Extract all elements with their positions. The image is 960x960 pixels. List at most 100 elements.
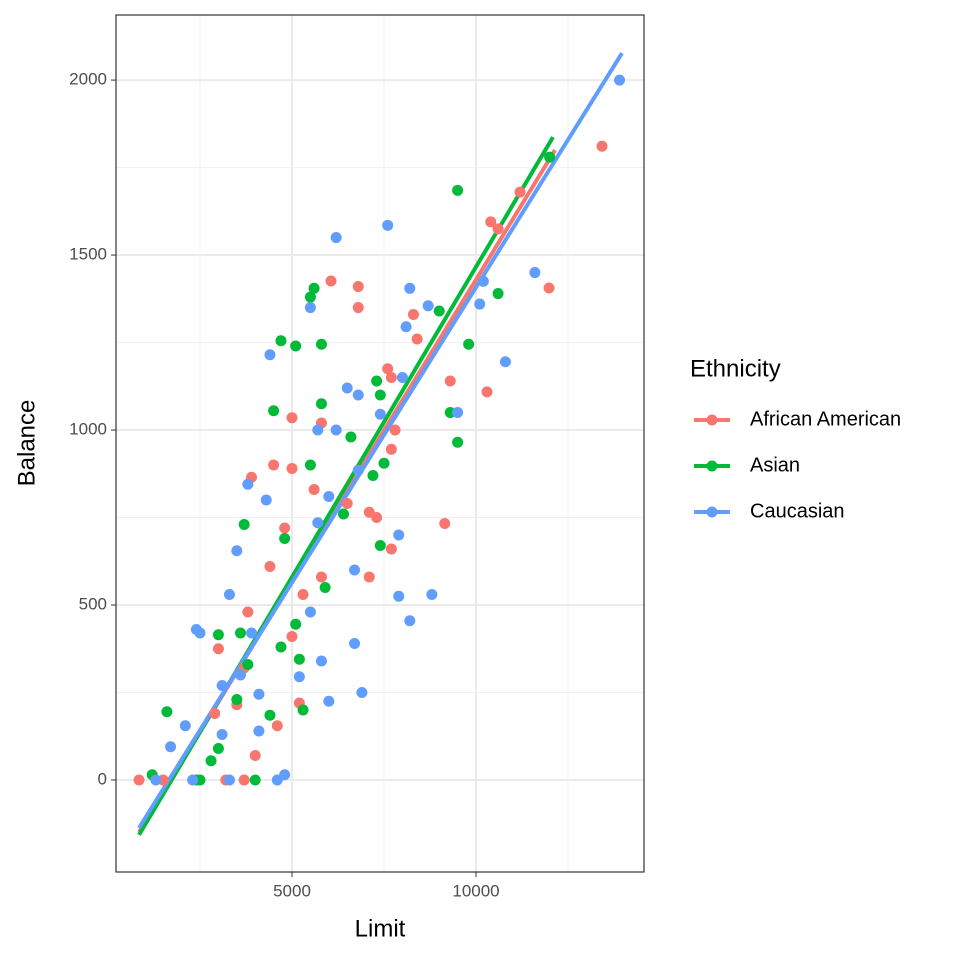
point (356, 686, 368, 698)
point (315, 571, 327, 583)
point (596, 140, 608, 152)
point (330, 232, 342, 244)
point (433, 305, 445, 317)
point (374, 389, 386, 401)
legend-key-point (706, 414, 718, 426)
point (323, 695, 335, 707)
point (338, 508, 350, 520)
point (422, 300, 434, 312)
point (161, 706, 173, 718)
x-axis-title: Limit (355, 915, 406, 942)
point (452, 407, 464, 419)
point (378, 457, 390, 469)
point (315, 338, 327, 350)
point (374, 540, 386, 552)
point (242, 478, 254, 490)
point (212, 629, 224, 641)
point (268, 459, 280, 471)
point (352, 281, 364, 293)
point (385, 543, 397, 555)
point (231, 545, 243, 557)
point (234, 627, 246, 639)
point (396, 372, 408, 384)
point (393, 529, 405, 541)
point (529, 267, 541, 279)
point (216, 679, 228, 691)
point (223, 588, 235, 600)
point (385, 372, 397, 384)
point (234, 669, 246, 681)
point (279, 533, 291, 545)
point (325, 275, 337, 287)
point (341, 498, 353, 510)
point (426, 588, 438, 600)
point (205, 755, 217, 767)
point (407, 309, 419, 321)
legend-title: Ethnicity (690, 355, 781, 382)
point (275, 641, 287, 653)
point (352, 389, 364, 401)
points (133, 74, 626, 786)
point (249, 774, 261, 786)
point (452, 184, 464, 196)
point (367, 470, 379, 482)
point (315, 655, 327, 667)
point (275, 335, 287, 347)
point (286, 630, 298, 642)
point (499, 356, 511, 368)
y-tick-label: 1000 (69, 420, 107, 439)
point (223, 774, 235, 786)
point (312, 424, 324, 436)
point (474, 298, 486, 310)
point (290, 340, 302, 352)
point (439, 517, 451, 529)
legend-key-point (706, 460, 718, 472)
point (614, 74, 626, 86)
legend-label: African American (750, 408, 901, 430)
point (179, 720, 191, 732)
point (308, 484, 320, 496)
point (290, 618, 302, 630)
point (400, 321, 412, 333)
y-tick-label: 0 (98, 769, 107, 788)
point (190, 623, 202, 635)
point (371, 375, 383, 387)
point (345, 431, 357, 443)
point (543, 282, 555, 294)
point (216, 728, 228, 740)
point (238, 774, 250, 786)
point (264, 561, 276, 573)
point (271, 720, 283, 732)
point (404, 282, 416, 294)
point (286, 463, 298, 475)
point (268, 405, 280, 417)
point (150, 774, 162, 786)
point (209, 707, 221, 719)
point (312, 517, 324, 529)
point (293, 653, 305, 665)
y-tick-label: 1500 (69, 245, 107, 264)
point (385, 443, 397, 455)
point (382, 219, 394, 231)
legend-label: Asian (750, 454, 800, 476)
point (544, 151, 556, 163)
point (452, 436, 464, 448)
point (297, 704, 309, 716)
point (352, 302, 364, 314)
point (463, 338, 475, 350)
y-tick-label: 2000 (69, 70, 107, 89)
point (264, 709, 276, 721)
point (330, 424, 342, 436)
point (492, 288, 504, 300)
point (187, 774, 199, 786)
point (242, 606, 254, 618)
legend-label: Caucasian (750, 500, 845, 522)
point (444, 375, 456, 387)
point (304, 302, 316, 314)
point (279, 522, 291, 534)
point (304, 459, 316, 471)
point (371, 512, 383, 524)
point (304, 606, 316, 618)
point (264, 349, 276, 361)
